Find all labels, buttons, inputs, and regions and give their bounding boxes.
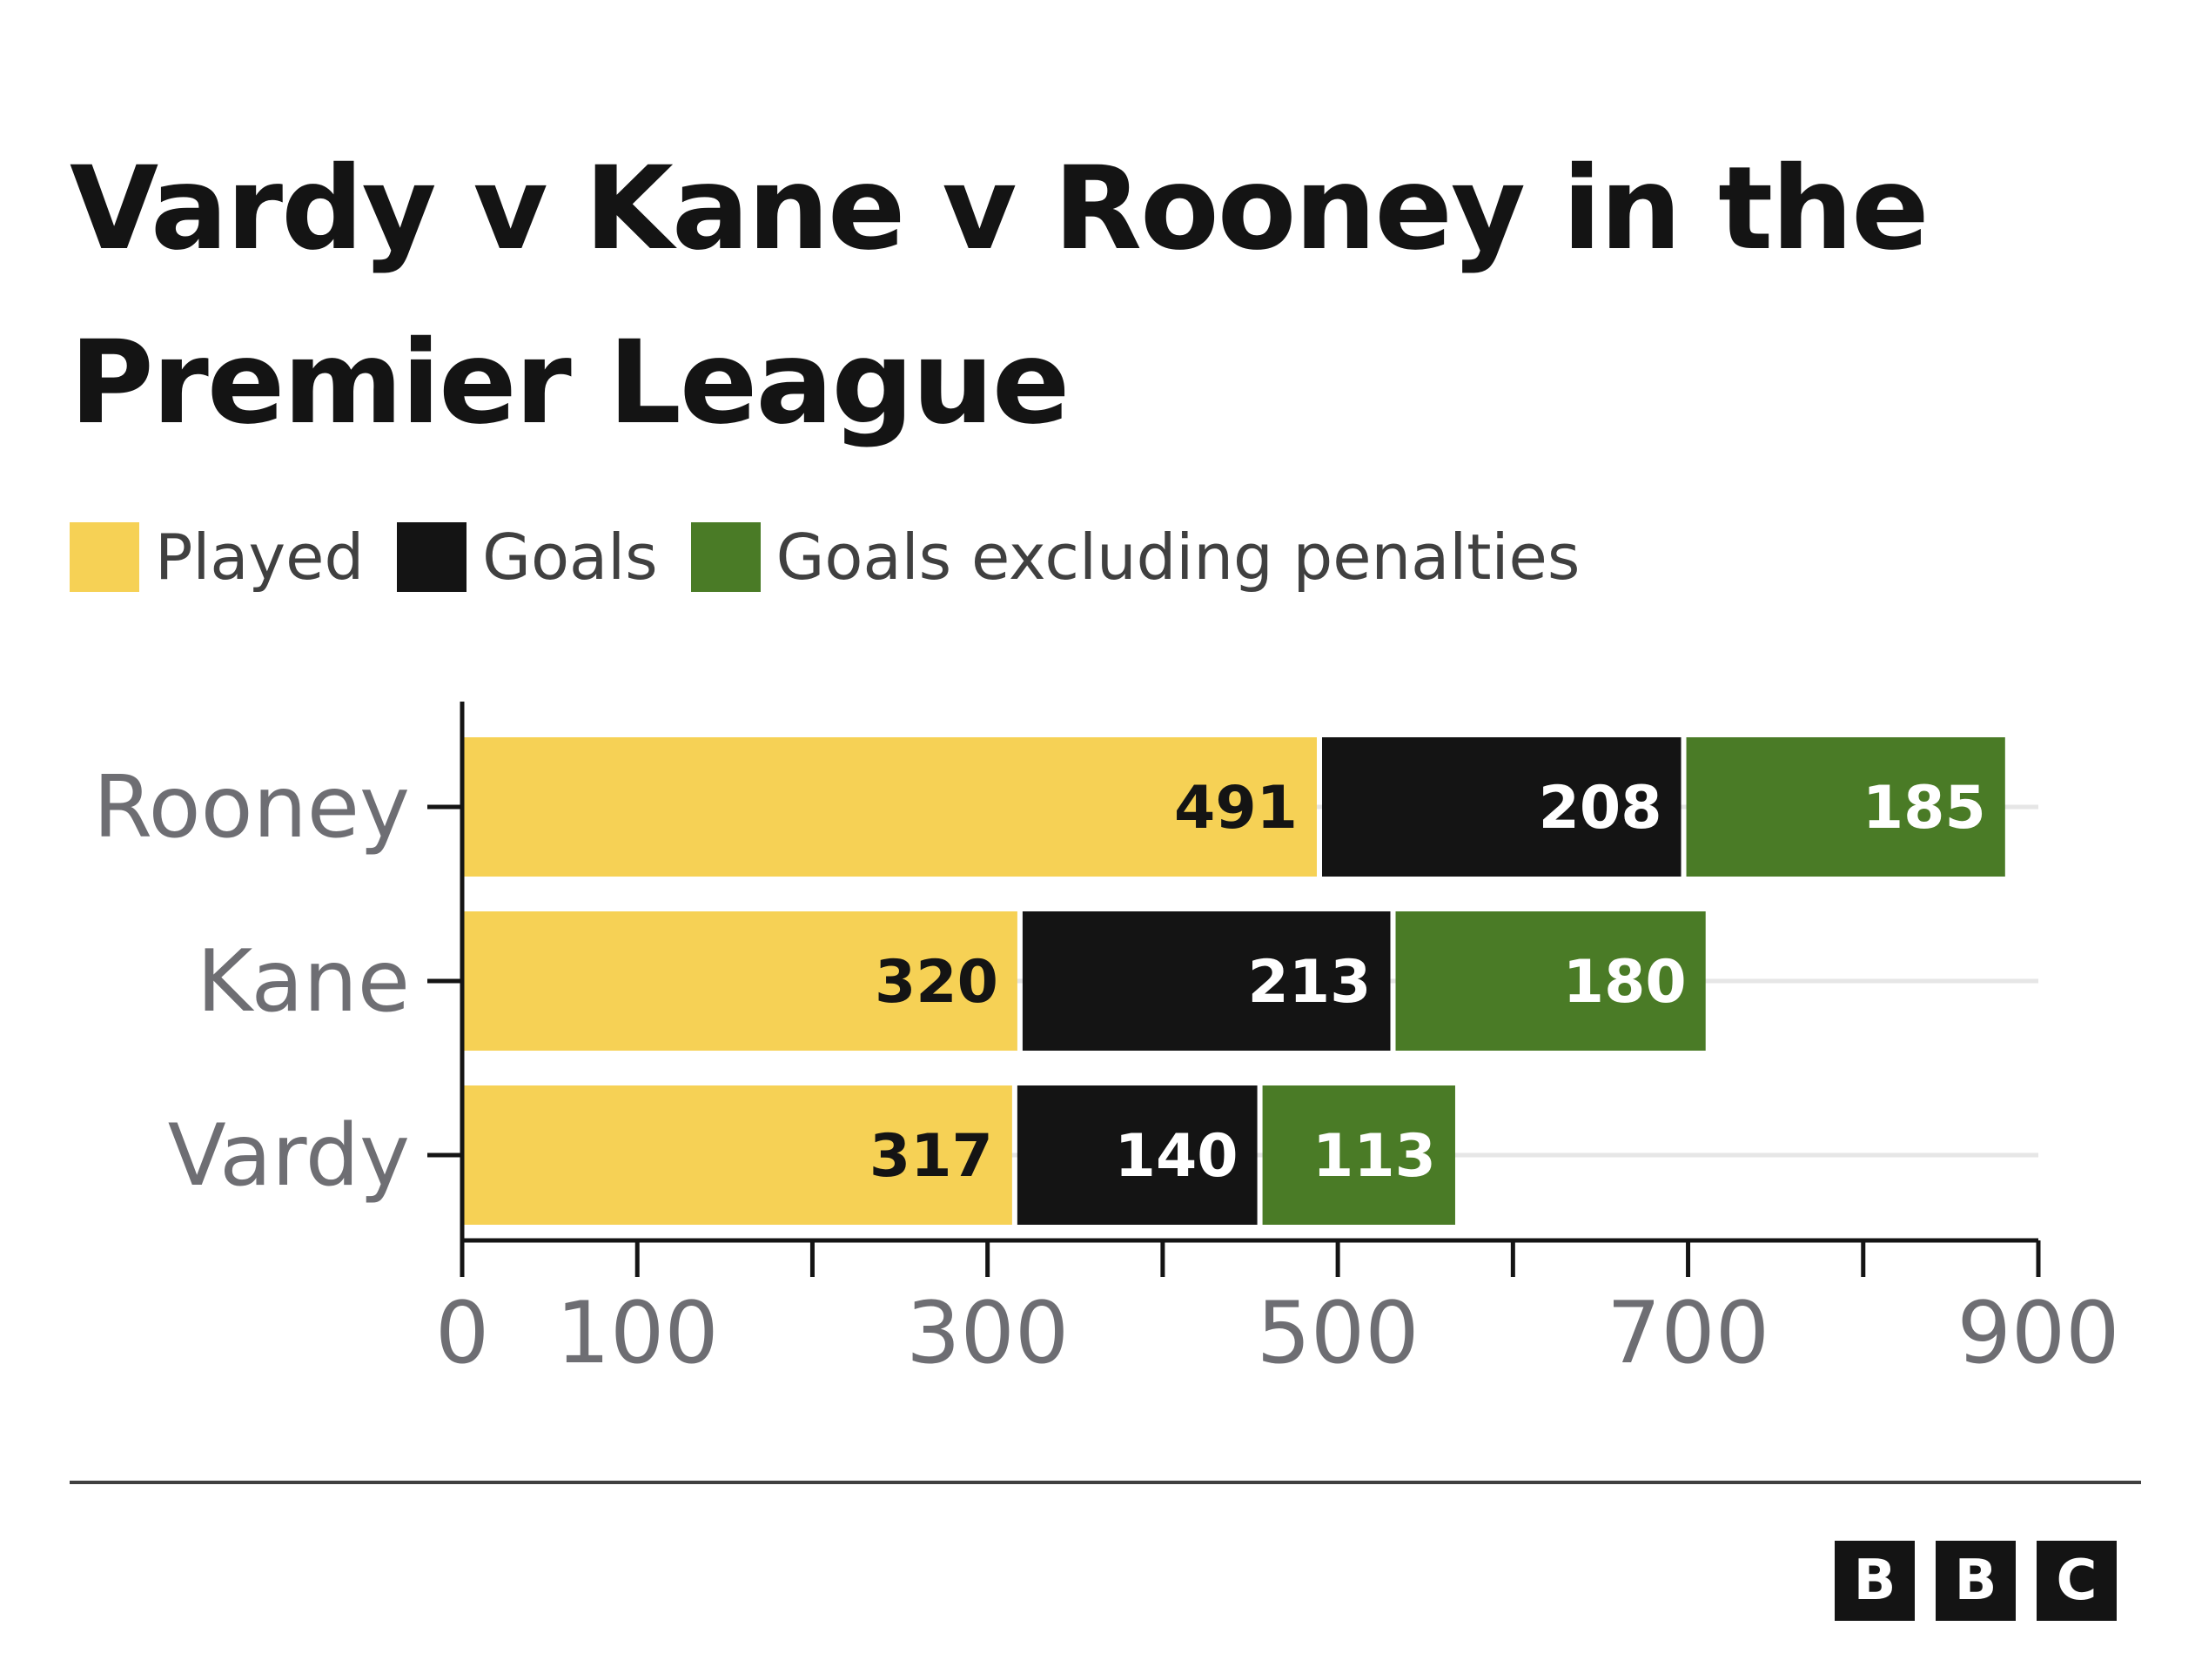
bbc-logo-letter: B [1835,1541,1915,1621]
legend-swatch [397,522,467,592]
legend: Played Goals Goals excluding penalties [70,521,1613,594]
legend-item-goals-excluding-penalties: Goals excluding penalties [690,521,1581,594]
chart-plot: 491 208 185 320 213 180 317 140 113 Rooney Kane Var… [93,702,2120,1383]
data-label-rooney-played: 491 [1174,774,1298,843]
data-label-vardy-played: 317 [869,1122,993,1191]
x-tick-label: 700 [1607,1284,1769,1383]
x-tick-label: 300 [906,1284,1069,1383]
data-label-vardy-goals: 140 [1115,1122,1238,1191]
y-tick-label-rooney: Rooney [93,758,410,857]
bar-rooney-played [462,737,1318,877]
bar-vardy-played [462,1085,1012,1225]
data-label-kane-goals: 213 [1248,948,1372,1017]
x-tick-label: 500 [1257,1284,1420,1383]
bar-kane-goals-excluding-penalties [1395,911,1706,1051]
x-tick-label: 900 [1957,1284,2119,1383]
data-label-kane-goals-excluding-penalties: 180 [1563,948,1687,1017]
bar-vardy-goals [1017,1085,1258,1225]
legend-label: Goals [482,521,658,594]
bar-rooney-goals-excluding-penalties [1686,737,2005,877]
chart-title: Vardy v Kane v Rooney in the Premier Lea… [70,142,1930,450]
data-label-kane-played: 320 [875,948,998,1017]
legend-swatch [690,522,761,592]
bar-kane-goals [1022,911,1391,1051]
legend-item-goals: Goals [397,521,658,594]
x-tick-label: 0 [435,1284,489,1383]
legend-label: Goals excluding penalties [775,521,1581,594]
footer-divider [70,1481,2141,1484]
legend-swatch [70,522,139,592]
data-label-vardy-goals-excluding-penalties: 113 [1312,1122,1436,1191]
data-label-rooney-goals-excluding-penalties: 185 [1863,774,1986,843]
bar-vardy-goals-excluding-penalties [1262,1085,1455,1225]
y-tick-label-kane: Kane [197,932,410,1032]
bar-rooney-goals [1322,737,1681,877]
legend-label: Played [155,521,365,594]
bbc-logo-letter: C [2037,1541,2117,1621]
bar-kane-played [462,911,1017,1051]
y-tick-label-vardy: Vardy [168,1106,410,1206]
x-tick-label: 100 [556,1284,719,1383]
bbc-logo-letter: B [1936,1541,2016,1621]
data-label-rooney-goals: 208 [1539,774,1662,843]
legend-item-played: Played [70,521,364,594]
